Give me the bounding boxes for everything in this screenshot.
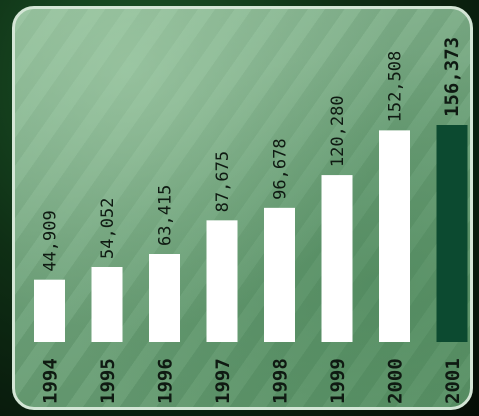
bar-1999 xyxy=(321,175,353,342)
value-label-1994: 44,909 xyxy=(41,210,61,271)
bar-1994 xyxy=(34,279,65,342)
value-label-2001: 156,373 xyxy=(441,37,463,117)
year-label-1999: 1999 xyxy=(327,358,349,404)
value-label-1997: 87,675 xyxy=(213,151,233,212)
bar-2000 xyxy=(379,130,410,342)
year-label-2000: 2000 xyxy=(385,358,407,404)
year-label-1998: 1998 xyxy=(270,358,292,404)
bar-2001 xyxy=(436,125,468,342)
year-label-1994: 1994 xyxy=(40,358,62,404)
value-label-2000: 152,508 xyxy=(386,51,406,123)
year-label-1996: 1996 xyxy=(155,358,177,404)
year-label-1997: 1997 xyxy=(212,358,234,404)
value-label-1995: 54,052 xyxy=(98,198,118,259)
bar-1995 xyxy=(91,266,123,342)
year-label-2001: 2001 xyxy=(442,358,464,404)
bar-1998 xyxy=(264,207,295,342)
bar-1996 xyxy=(149,253,180,342)
year-label-1995: 1995 xyxy=(97,358,119,404)
bar-1997 xyxy=(206,220,238,342)
value-label-1998: 96,678 xyxy=(271,138,291,199)
value-label-1999: 120,280 xyxy=(328,95,348,167)
value-label-1996: 63,415 xyxy=(156,185,176,246)
